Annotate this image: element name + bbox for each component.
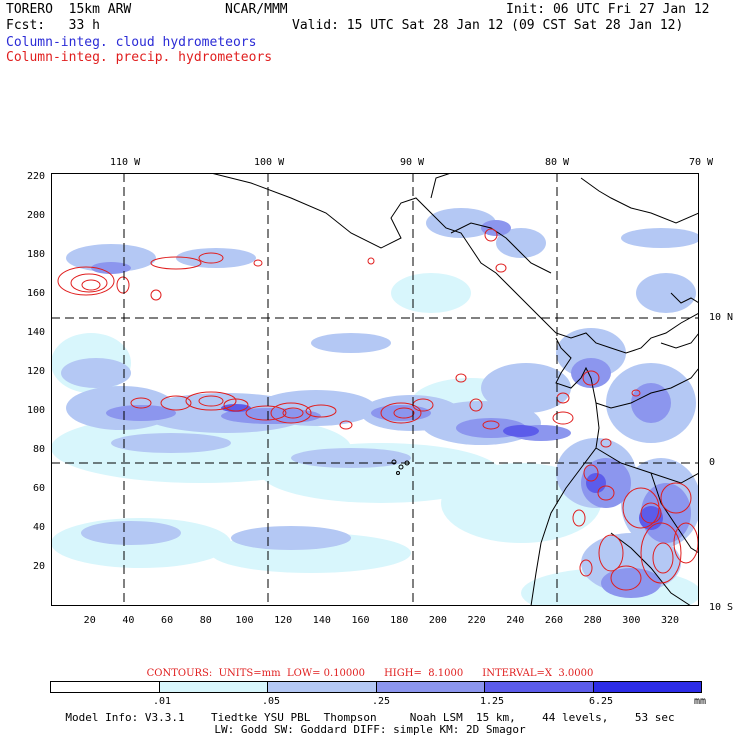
- model-title: TORERO 15km ARW: [6, 2, 132, 17]
- y-tick-label: 160: [27, 287, 46, 299]
- galapagos-islands: [391, 459, 410, 475]
- colorbar-segment-2: [268, 682, 377, 692]
- colorbar-label-2: .25: [372, 696, 391, 707]
- x-tick-label: 320: [660, 615, 680, 626]
- y-tick-label: 100: [27, 404, 46, 416]
- organization-label: NCAR/MMM: [225, 2, 288, 17]
- x-tick-label: 240: [506, 615, 525, 626]
- lat-label-10s: 10 S: [709, 602, 734, 613]
- x-tick-label: 160: [351, 615, 370, 626]
- y-tick-label: 20: [33, 560, 46, 572]
- y-tick-label: 200: [27, 209, 46, 221]
- lon-label-110w: 110 W: [110, 157, 141, 168]
- y-tick-label: 60: [33, 482, 46, 494]
- lat-label-10n: 10 N: [709, 312, 734, 323]
- y-tick-label: 40: [33, 521, 46, 533]
- model-info-line1: Model Info: V3.3.1 Tiedtke YSU PBL Thomp…: [65, 711, 675, 724]
- y-tick-label: 220: [27, 170, 46, 182]
- x-tick-label: 100: [235, 615, 254, 626]
- color-bar: [50, 681, 702, 693]
- forecast-hour: Fcst: 33 h: [6, 18, 100, 33]
- lon-label-70w: 70 W: [689, 157, 714, 168]
- colorbar-label-3: 1.25: [480, 696, 505, 707]
- x-tick-label: 40: [122, 615, 135, 626]
- x-tick-label: 140: [312, 615, 331, 626]
- x-tick-label: 200: [428, 615, 447, 626]
- lat-label-equator: 0: [709, 457, 716, 468]
- map-frame: [51, 173, 699, 606]
- y-tick-label: 80: [33, 443, 46, 455]
- colorbar-segment-3: [376, 682, 485, 692]
- colorbar-segment-1: [159, 682, 268, 692]
- y-tick-label: 180: [27, 248, 46, 260]
- x-tick-label: 20: [83, 615, 96, 626]
- colorbar-segment-5: [593, 682, 701, 692]
- x-tick-label: 280: [583, 615, 602, 626]
- precip-field-label: Column-integ. precip. hydrometeors: [6, 50, 273, 65]
- colorbar-label-1: .05: [262, 696, 281, 707]
- colorbar-label-4: 6.25: [589, 696, 614, 707]
- init-time: Init: 06 UTC Fri 27 Jan 12: [506, 2, 710, 17]
- valid-time: Valid: 15 UTC Sat 28 Jan 12 (09 CST Sat …: [292, 18, 684, 33]
- model-info-line2: LW: Godd SW: Goddard DIFF: simple KM: 2D…: [214, 723, 526, 736]
- x-tick-label: 80: [199, 615, 212, 626]
- x-tick-label: 260: [544, 615, 563, 626]
- coastlines: [210, 173, 699, 606]
- colorbar-label-0: .01: [153, 696, 172, 707]
- x-tick-label: 60: [161, 615, 174, 626]
- x-tick-label: 300: [622, 615, 641, 626]
- x-tick-label: 120: [274, 615, 293, 626]
- contour-info: CONTOURS: UNITS=mm LOW= 0.10000 HIGH= 8.…: [146, 668, 594, 679]
- lat-lon-grid: [51, 173, 699, 606]
- x-tick-label: 220: [467, 615, 486, 626]
- lon-label-100w: 100 W: [254, 157, 285, 168]
- y-tick-label: 140: [27, 326, 46, 338]
- x-tick-label: 180: [390, 615, 409, 626]
- forecast-map: [51, 173, 699, 606]
- y-tick-label: 120: [27, 365, 46, 377]
- colorbar-segment-0: [51, 682, 160, 692]
- colorbar-segment-4: [485, 682, 594, 692]
- lon-label-90w: 90 W: [400, 157, 425, 168]
- colorbar-unit: mm: [694, 696, 707, 707]
- lon-label-80w: 80 W: [545, 157, 570, 168]
- cloud-field-label: Column-integ. cloud hydrometeors: [6, 35, 257, 50]
